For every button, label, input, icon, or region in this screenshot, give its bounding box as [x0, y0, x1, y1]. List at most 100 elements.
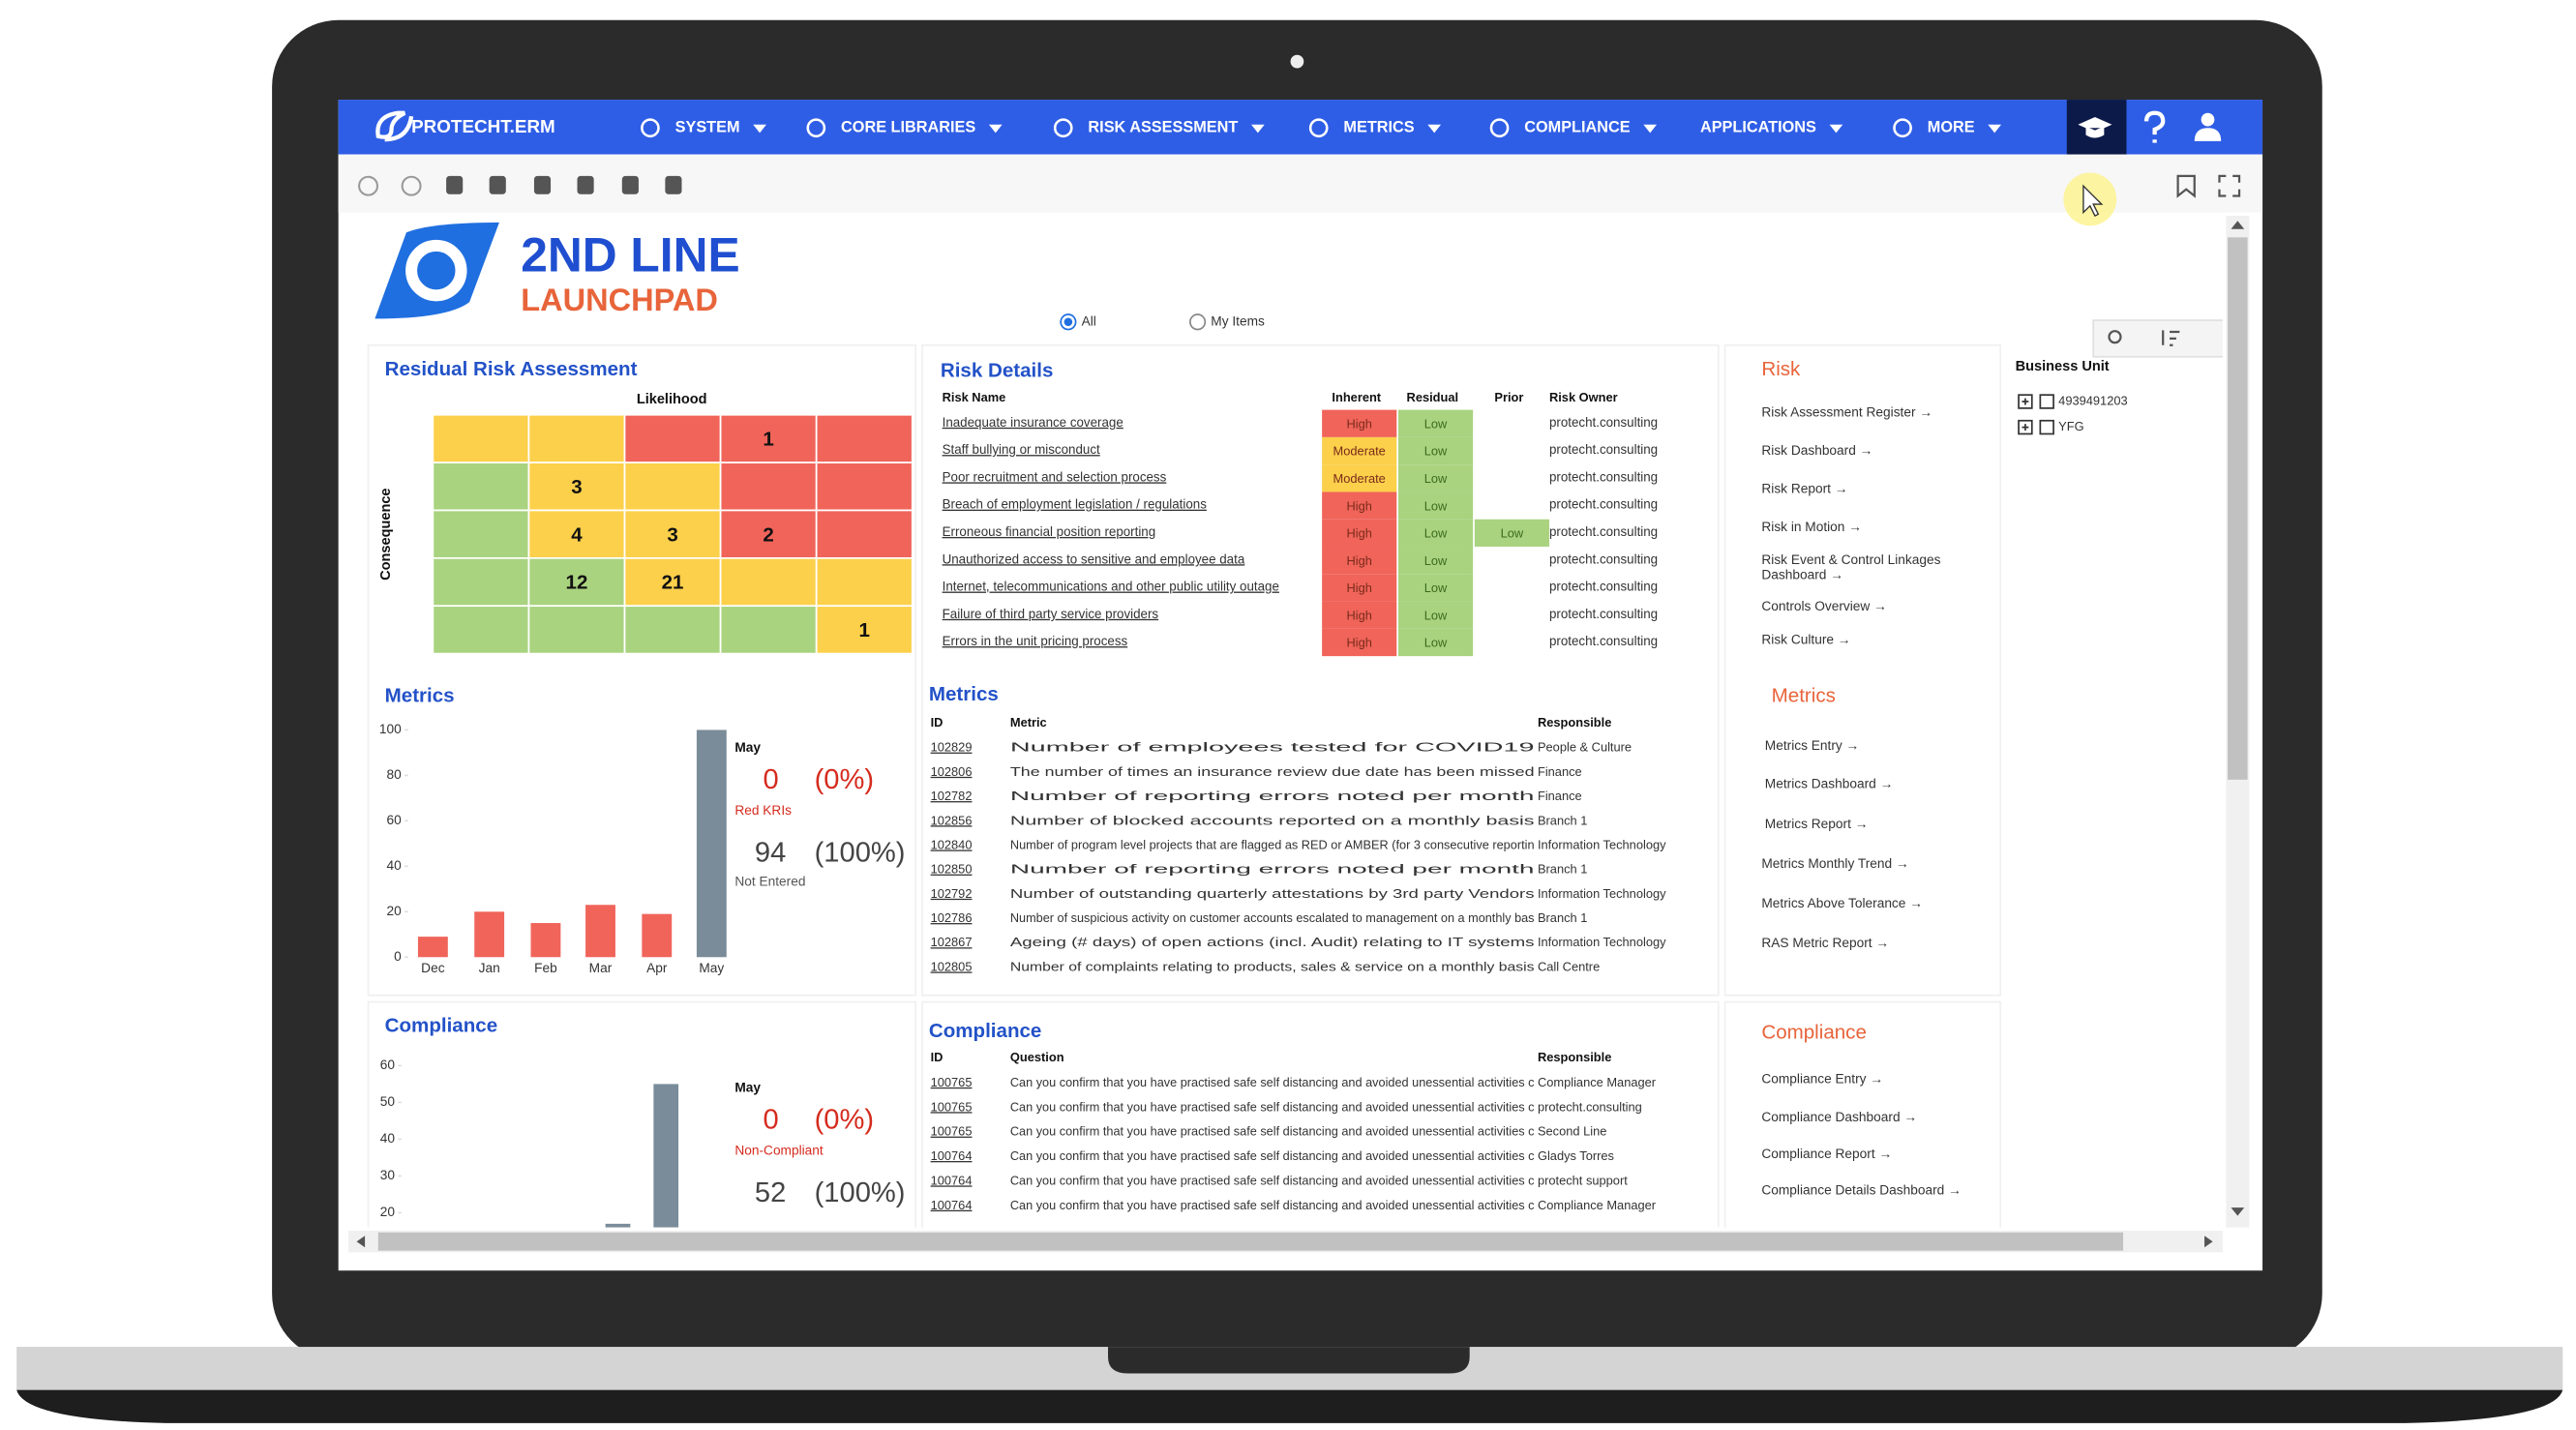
risk-name[interactable]: Breach of employment legislation / regul… — [943, 497, 1208, 512]
nav-caret[interactable] — [1829, 124, 1843, 134]
radio[interactable] — [1189, 313, 1207, 331]
heat-cell[interactable] — [623, 413, 722, 463]
checkbox[interactable] — [2039, 419, 2054, 435]
nav-item[interactable]: RISK ASSESSMENT — [1088, 119, 1238, 136]
row-id[interactable]: 102792 — [931, 886, 973, 901]
link[interactable]: Compliance Dashboard → — [1761, 1110, 1917, 1124]
link[interactable]: Risk Event & Control Linkages — [1761, 552, 1940, 567]
link[interactable]: Metrics Entry → — [1765, 738, 1859, 753]
heat-cell[interactable] — [527, 605, 626, 655]
row-id[interactable]: 102840 — [931, 837, 973, 851]
bar[interactable] — [605, 1223, 631, 1228]
risk-name[interactable]: Errors in the unit pricing process — [943, 634, 1128, 648]
toolbar-icon[interactable] — [489, 175, 506, 194]
nav-caret[interactable] — [1251, 124, 1265, 134]
row-id[interactable]: 100764 — [931, 1148, 973, 1163]
fullscreen-icon[interactable] — [2218, 174, 2241, 197]
training-icon[interactable] — [2078, 116, 2112, 138]
heat-cell[interactable] — [527, 509, 626, 559]
row-id[interactable]: 100764 — [931, 1173, 973, 1187]
heat-count[interactable]: 12 — [566, 572, 588, 594]
heat-cell[interactable] — [527, 556, 626, 608]
heat-count[interactable]: 21 — [662, 572, 684, 594]
risk-name[interactable]: Inadequate insurance coverage — [943, 415, 1123, 430]
link[interactable]: Controls Overview → — [1761, 599, 1886, 613]
toolbar-icon[interactable] — [577, 175, 594, 194]
expand-plus[interactable] — [2022, 424, 2029, 432]
bar[interactable] — [585, 905, 615, 958]
heat-count[interactable]: 3 — [571, 476, 582, 498]
toolbar-icon[interactable] — [665, 175, 682, 194]
heat-cell[interactable] — [432, 556, 530, 608]
row-id[interactable]: 102806 — [931, 764, 973, 779]
heat-cell[interactable] — [815, 413, 914, 463]
row-id[interactable]: 102856 — [931, 813, 973, 827]
search-icon[interactable] — [2108, 330, 2122, 344]
row-id[interactable]: 102782 — [931, 789, 973, 803]
bar[interactable] — [642, 913, 673, 958]
risk-name[interactable]: Erroneous financial position reporting — [943, 524, 1156, 539]
nav-history-icon[interactable] — [358, 175, 378, 196]
bar[interactable] — [696, 730, 727, 958]
heat-cell[interactable] — [719, 605, 818, 655]
heat-count[interactable]: 3 — [667, 523, 677, 546]
heat-cell[interactable] — [432, 509, 530, 559]
v-scroll-thumb[interactable] — [2228, 237, 2248, 780]
unit-name[interactable]: 4939491203 — [2058, 393, 2127, 407]
link[interactable]: Metrics Monthly Trend → — [1761, 856, 1908, 871]
heat-count[interactable]: 2 — [763, 523, 773, 546]
heat-count[interactable]: 1 — [763, 429, 773, 451]
heat-cell[interactable] — [527, 462, 626, 512]
nav-icon[interactable] — [806, 118, 826, 138]
link[interactable]: Risk Assessment Register → — [1761, 405, 1932, 420]
filter-label[interactable]: My Items — [1211, 313, 1265, 328]
heat-cell[interactable] — [719, 556, 818, 608]
link[interactable]: Metrics Above Tolerance → — [1761, 896, 1923, 910]
nav-icon[interactable] — [1893, 118, 1912, 138]
row-id[interactable]: 102850 — [931, 862, 973, 877]
heat-cell[interactable] — [815, 462, 914, 512]
user-icon-head[interactable] — [2201, 112, 2215, 127]
toolbar-icon[interactable] — [446, 175, 464, 194]
link[interactable]: Compliance Details Dashboard → — [1761, 1183, 1961, 1198]
nav-item[interactable]: CORE LIBRARIES — [841, 119, 975, 136]
h-scroll-thumb[interactable] — [377, 1232, 2124, 1251]
heat-cell[interactable] — [623, 605, 722, 655]
link[interactable]: Compliance Report → — [1761, 1147, 1892, 1161]
bar[interactable] — [474, 911, 505, 958]
row-id[interactable]: 100765 — [931, 1075, 973, 1089]
help-icon[interactable] — [2143, 110, 2166, 143]
nav-item[interactable]: MORE — [1928, 119, 1975, 136]
link[interactable]: Dashboard → — [1761, 568, 1843, 582]
filter-label[interactable]: All — [1082, 313, 1096, 328]
expand-plus[interactable] — [2022, 398, 2029, 405]
heat-cell[interactable] — [815, 605, 914, 655]
nav-item[interactable]: APPLICATIONS — [1700, 119, 1816, 136]
nav-caret[interactable] — [1643, 124, 1658, 134]
heat-cell[interactable] — [432, 605, 530, 655]
nav-history-icon[interactable] — [401, 175, 422, 196]
risk-name[interactable]: Staff bullying or misconduct — [943, 442, 1100, 457]
link[interactable]: Metrics Dashboard → — [1765, 777, 1894, 791]
bar[interactable] — [653, 1084, 679, 1228]
row-id[interactable]: 102805 — [931, 959, 973, 973]
row-id[interactable]: 102829 — [931, 740, 973, 755]
link[interactable]: Risk in Motion → — [1761, 520, 1862, 534]
unit-name[interactable]: YFG — [2058, 419, 2083, 433]
link[interactable]: Risk Report → — [1761, 482, 1847, 496]
heat-cell[interactable] — [815, 556, 914, 608]
row-id[interactable]: 102867 — [931, 935, 973, 949]
risk-name[interactable]: Unauthorized access to sensitive and emp… — [943, 551, 1245, 566]
link[interactable]: Compliance Entry → — [1761, 1072, 1883, 1087]
row-id[interactable]: 102786 — [931, 910, 973, 925]
nav-icon[interactable] — [1053, 118, 1073, 138]
heat-cell[interactable] — [432, 413, 530, 463]
bar[interactable] — [417, 937, 448, 958]
row-id[interactable]: 100765 — [931, 1124, 973, 1139]
heat-cell[interactable] — [815, 509, 914, 559]
risk-name[interactable]: Internet, telecommunications and other p… — [943, 580, 1279, 594]
heat-cell[interactable] — [719, 413, 818, 463]
link[interactable]: RAS Metric Report → — [1761, 936, 1889, 950]
nav-caret[interactable] — [988, 124, 1003, 134]
nav-caret[interactable] — [1427, 124, 1442, 134]
